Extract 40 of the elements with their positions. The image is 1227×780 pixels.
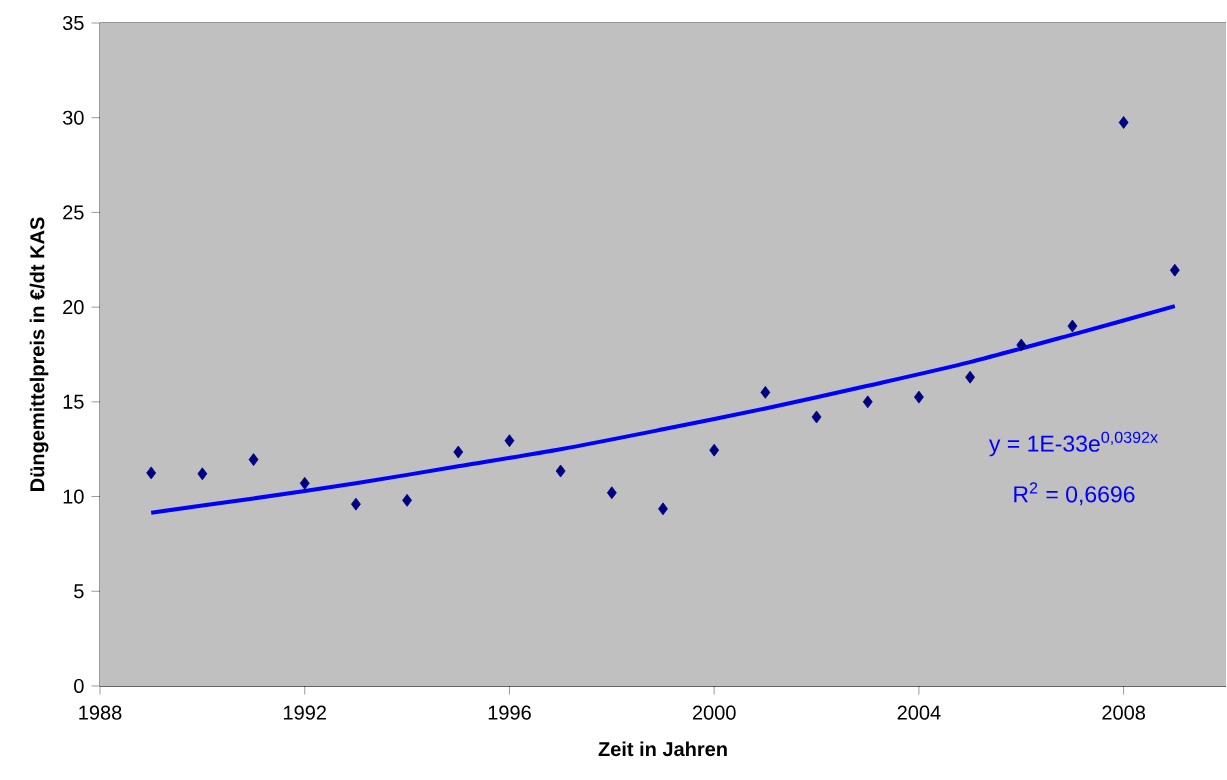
point <box>146 466 157 480</box>
point <box>1016 338 1027 352</box>
point <box>760 385 771 399</box>
y-tick-label: 35 <box>62 15 84 31</box>
y-axis-title: Düngemittelpreis in €/dt KAS <box>29 217 49 491</box>
y-tick-label: 5 <box>74 584 84 599</box>
point <box>453 445 464 459</box>
point <box>402 493 412 507</box>
y-tick-label: 10 <box>63 489 84 504</box>
x-tick-label: 2004 <box>897 705 941 720</box>
point <box>606 486 617 500</box>
point <box>914 390 924 404</box>
point <box>658 502 668 516</box>
point <box>351 497 361 511</box>
point <box>811 410 822 424</box>
point <box>1067 319 1078 333</box>
y-tick-label: 30 <box>62 110 84 125</box>
x-tick-label: 1988 <box>79 705 122 720</box>
x-tick-label: 1992 <box>284 705 326 720</box>
point <box>299 476 310 490</box>
point <box>197 467 208 481</box>
point <box>1118 116 1129 129</box>
point <box>248 453 259 467</box>
point <box>862 395 873 409</box>
point <box>504 434 515 448</box>
y-tick-label: 25 <box>63 205 84 220</box>
x-tick-label: 2000 <box>692 705 736 720</box>
x-tick-label: 1996 <box>488 705 531 720</box>
y-tick-label: 20 <box>63 300 84 315</box>
annotation: R$^{2}$ = 0,6696 <box>1014 482 1135 506</box>
y-tick-label: 15 <box>63 394 84 409</box>
x-axis-title: Zeit in Jahren <box>598 741 727 757</box>
point <box>709 443 720 457</box>
point <box>555 464 566 478</box>
line-series <box>149 304 1177 515</box>
annotation: y = 1E-33e$^{0,0392x}$ <box>988 431 1158 457</box>
point <box>1169 263 1180 277</box>
x-tick-label: 2008 <box>1102 705 1146 720</box>
point <box>965 370 975 384</box>
y-tick-label: 0 <box>74 678 84 694</box>
